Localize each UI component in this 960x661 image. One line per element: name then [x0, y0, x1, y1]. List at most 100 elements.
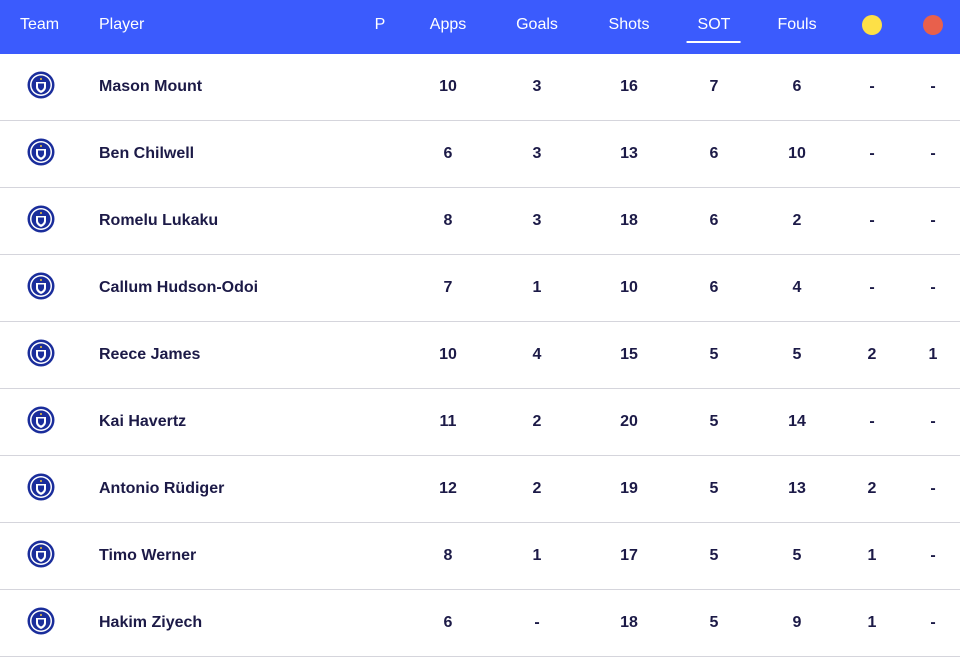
player-name-cell[interactable]: Kai Havertz	[99, 413, 187, 430]
table-row[interactable]: Timo Werner 8 1 17 5 5 1 -	[0, 523, 960, 590]
goals-cell: -	[534, 614, 540, 631]
shots-cell: 18	[620, 614, 638, 631]
yellow-cards-cell: 2	[867, 480, 877, 497]
shots-cell: 15	[620, 346, 638, 363]
player-name-cell[interactable]: Ben Chilwell	[99, 145, 195, 162]
yellow-cards-cell: -	[869, 212, 875, 229]
red-cards-cell: -	[930, 212, 936, 229]
red-card-icon[interactable]	[923, 15, 943, 35]
player-name-cell[interactable]: Callum Hudson-Odoi	[99, 279, 259, 296]
sot-cell: 7	[709, 78, 719, 95]
yellow-cards-cell: 1	[867, 614, 877, 631]
sot-cell: 5	[709, 480, 719, 497]
apps-column-header[interactable]: Apps	[429, 16, 467, 33]
red-cards-cell: -	[930, 480, 936, 497]
apps-cell: 6	[443, 145, 453, 162]
fouls-cell: 4	[792, 279, 802, 296]
chelsea-crest-icon	[27, 540, 55, 568]
sot-cell: 6	[709, 212, 719, 229]
chelsea-crest-icon	[27, 71, 55, 99]
yellow-cards-cell: -	[869, 279, 875, 296]
goals-column-header[interactable]: Goals	[516, 16, 558, 33]
sot-cell: 6	[709, 145, 719, 162]
fouls-column-header[interactable]: Fouls	[777, 16, 817, 33]
sot-cell: 5	[709, 614, 719, 631]
apps-cell: 8	[443, 547, 453, 564]
chelsea-crest-icon	[27, 607, 55, 635]
sot-column-header[interactable]: SOT	[686, 0, 741, 54]
red-cards-cell: -	[930, 145, 936, 162]
yellow-cards-cell: 1	[867, 547, 877, 564]
shots-cell: 20	[620, 413, 638, 430]
apps-cell: 10	[439, 346, 457, 363]
player-column-header[interactable]: Player	[99, 16, 145, 33]
chelsea-crest-icon	[27, 473, 55, 501]
shots-cell: 16	[620, 78, 638, 95]
red-cards-cell: -	[930, 614, 936, 631]
goals-cell: 1	[532, 547, 542, 564]
sot-header-label: SOT	[697, 16, 731, 33]
fouls-cell: 6	[792, 78, 802, 95]
shots-cell: 10	[620, 279, 638, 296]
chelsea-crest-icon	[27, 138, 55, 166]
goals-cell: 3	[532, 212, 542, 229]
fouls-cell: 5	[792, 346, 802, 363]
fouls-cell: 10	[788, 145, 806, 162]
shots-cell: 13	[620, 145, 638, 162]
fouls-cell: 5	[792, 547, 802, 564]
table-row[interactable]: Antonio Rüdiger 12 2 19 5 13 2 -	[0, 456, 960, 523]
chelsea-crest-icon	[27, 272, 55, 300]
table-row[interactable]: Callum Hudson-Odoi 7 1 10 6 4 - -	[0, 255, 960, 322]
goals-cell: 2	[532, 413, 542, 430]
sot-cell: 5	[709, 413, 719, 430]
red-cards-cell: 1	[928, 346, 938, 363]
goals-cell: 3	[532, 145, 542, 162]
red-cards-cell: -	[930, 413, 936, 430]
table-row[interactable]: Reece James 10 4 15 5 5 2 1	[0, 322, 960, 389]
red-cards-cell: -	[930, 547, 936, 564]
apps-cell: 11	[439, 413, 457, 430]
active-sort-indicator	[686, 41, 741, 43]
table-row[interactable]: Kai Havertz 11 2 20 5 14 - -	[0, 389, 960, 456]
fouls-cell: 2	[792, 212, 802, 229]
yellow-card-icon[interactable]	[862, 15, 882, 35]
team-column-header[interactable]: Team	[20, 16, 60, 33]
goals-cell: 3	[532, 78, 542, 95]
p-column-header[interactable]: P	[374, 16, 386, 33]
apps-cell: 6	[443, 614, 453, 631]
shots-cell: 18	[620, 212, 638, 229]
player-name-cell[interactable]: Romelu Lukaku	[99, 212, 219, 229]
chelsea-crest-icon	[27, 205, 55, 233]
yellow-cards-cell: -	[869, 78, 875, 95]
goals-cell: 2	[532, 480, 542, 497]
table-row[interactable]: Mason Mount 10 3 16 7 6 - -	[0, 54, 960, 121]
player-name-cell[interactable]: Mason Mount	[99, 78, 203, 95]
goals-cell: 4	[532, 346, 542, 363]
player-name-cell[interactable]: Reece James	[99, 346, 201, 363]
apps-cell: 10	[439, 78, 457, 95]
chelsea-crest-icon	[27, 339, 55, 367]
fouls-cell: 9	[792, 614, 802, 631]
stats-table-header: Team Player P Apps Goals Shots SOT Fouls	[0, 0, 960, 54]
sot-cell: 6	[709, 279, 719, 296]
red-cards-cell: -	[930, 78, 936, 95]
yellow-cards-cell: 2	[867, 346, 877, 363]
fouls-cell: 14	[788, 413, 806, 430]
sot-cell: 5	[709, 547, 719, 564]
shots-cell: 17	[620, 547, 638, 564]
shots-cell: 19	[620, 480, 638, 497]
stats-table-body: Mason Mount 10 3 16 7 6- - Ben Chilwell 6 3 13 6 10-…	[0, 54, 960, 657]
yellow-cards-cell: -	[869, 413, 875, 430]
player-name-cell[interactable]: Antonio Rüdiger	[99, 480, 225, 497]
red-cards-cell: -	[930, 279, 936, 296]
goals-cell: 1	[532, 279, 542, 296]
sot-cell: 5	[709, 346, 719, 363]
shots-column-header[interactable]: Shots	[608, 16, 650, 33]
player-name-cell[interactable]: Timo Werner	[99, 547, 197, 564]
table-row[interactable]: Hakim Ziyech 6 - 18 5 9 1 -	[0, 590, 960, 657]
table-row[interactable]: Romelu Lukaku 8 3 18 6 2 - -	[0, 188, 960, 255]
fouls-cell: 13	[788, 480, 806, 497]
apps-cell: 8	[443, 212, 453, 229]
player-name-cell[interactable]: Hakim Ziyech	[99, 614, 203, 631]
table-row[interactable]: Ben Chilwell 6 3 13 6 10 - -	[0, 121, 960, 188]
